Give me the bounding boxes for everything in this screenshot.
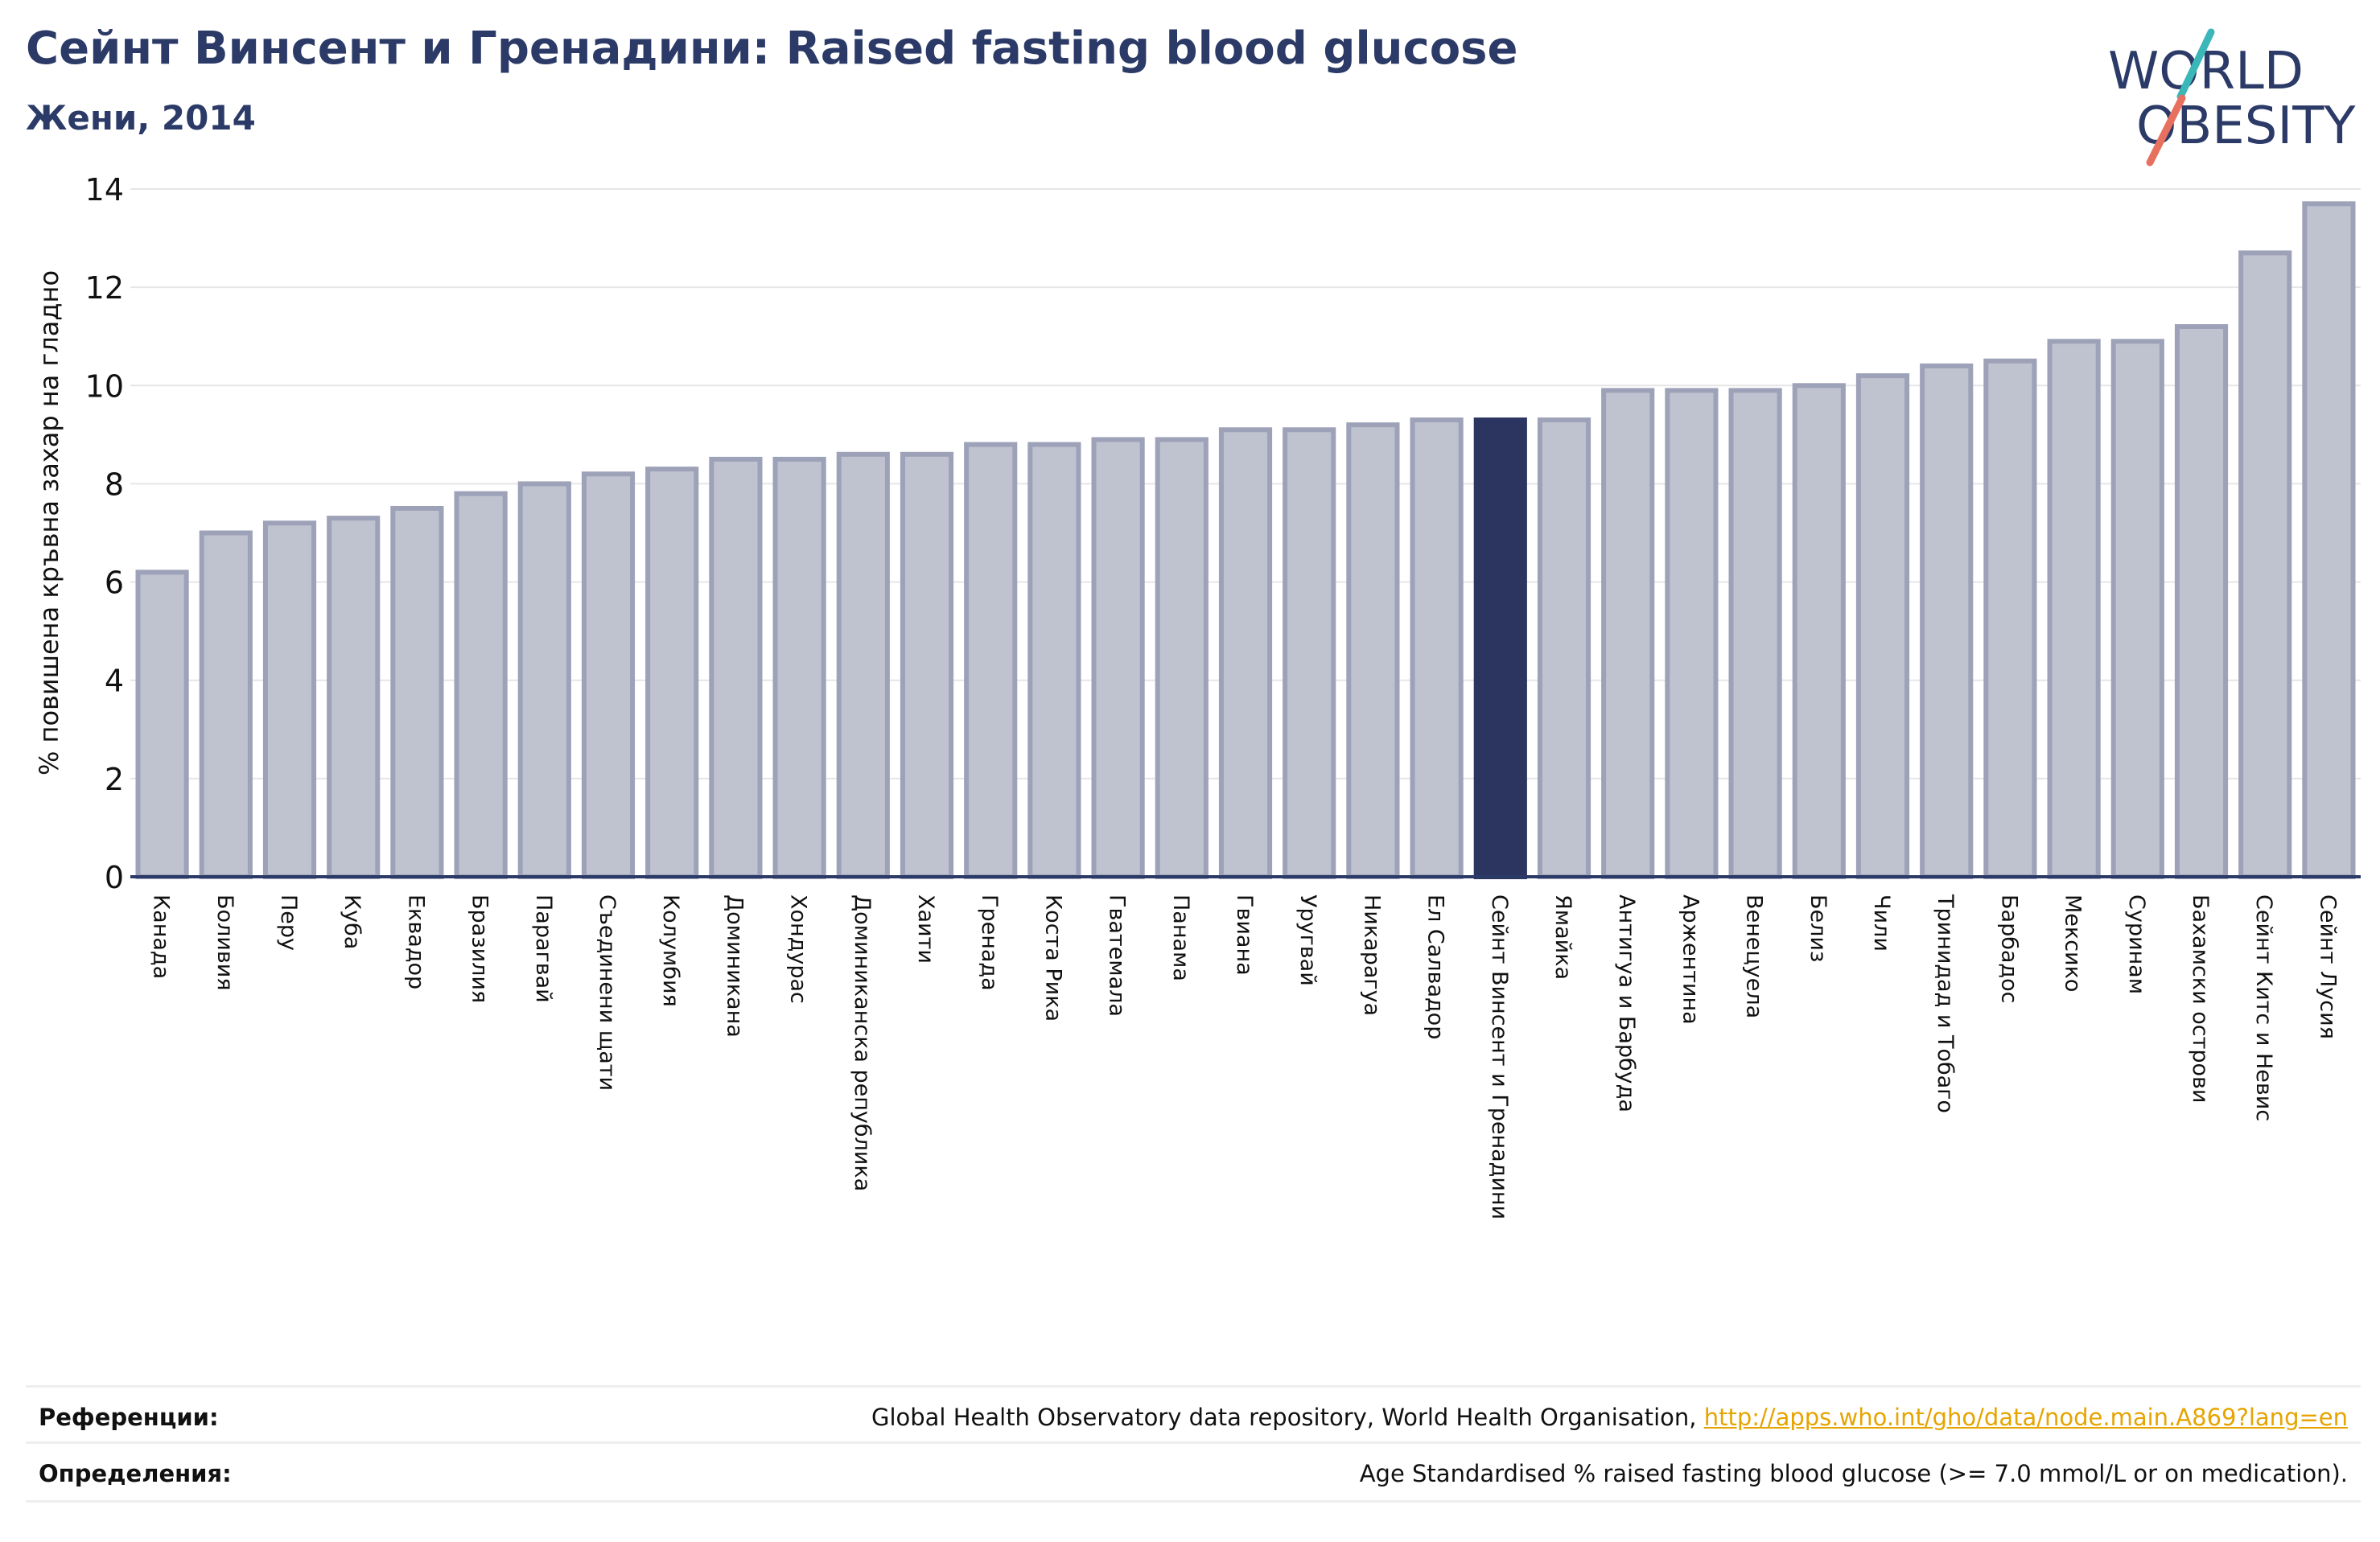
bar — [1155, 437, 1209, 879]
bar — [1410, 417, 1464, 879]
x-tick-label: Доминикана — [722, 894, 747, 1038]
bar-highlighted — [1473, 417, 1527, 879]
x-tick-label: Панама — [1168, 894, 1193, 981]
definitions-label: Определения: — [39, 1460, 232, 1487]
y-axis-label: % повишена кръвна захар на гладно — [34, 270, 64, 775]
bar — [709, 456, 763, 879]
x-tick-label: Гренада — [977, 894, 1002, 991]
bar — [1027, 442, 1081, 879]
bar — [581, 471, 636, 879]
x-tick-label: Сейнт Винсент и Гренадини — [1487, 894, 1512, 1219]
x-tick-label: Доминиканска република — [850, 894, 875, 1191]
y-tick-label: 14 — [85, 172, 124, 208]
bar — [772, 456, 826, 879]
y-tick-label: 0 — [105, 860, 124, 895]
logo-line-obesity: OBESITY — [2136, 97, 2356, 156]
chart-title: Сейнт Винсент и Гренадини: Raised fastin… — [26, 23, 1518, 75]
x-tick-label: Канада — [149, 894, 174, 979]
x-tick-label: Барбадос — [1996, 894, 2021, 1003]
x-tick-label: Коста Рика — [1040, 894, 1065, 1022]
bar — [2110, 339, 2164, 880]
x-tick-label: Чили — [1869, 894, 1894, 952]
x-tick-label: Сейнт Лусия — [2315, 894, 2340, 1039]
references-text: Global Health Observatory data repositor… — [871, 1404, 1704, 1431]
references-value: Global Health Observatory data repositor… — [871, 1404, 2348, 1431]
x-tick-label: Суринам — [2124, 894, 2149, 994]
bars — [135, 201, 2356, 880]
x-tick-label: Аржентина — [1678, 894, 1703, 1025]
x-tick-label: Перу — [276, 894, 301, 951]
x-tick-label: Венецуела — [1742, 894, 1767, 1018]
bar — [390, 505, 444, 879]
bar — [1792, 383, 1846, 879]
x-tick-label: Гватемала — [1105, 894, 1130, 1017]
x-tick-label: Ел Салвадор — [1423, 894, 1448, 1039]
definitions-text: Age Standardised % raised fasting blood … — [1359, 1460, 2348, 1487]
bar — [2047, 339, 2101, 880]
bar — [262, 520, 317, 879]
bar-chart: 0 2 4 6 8 10 12 14 Канада Боливия Перу Куба Еквадор… — [34, 172, 2361, 1219]
footer-definitions-row: Определения: Age Standardised % raised f… — [26, 1441, 2361, 1503]
x-tick-label: Сейнт Китс и Невис — [2251, 894, 2276, 1121]
x-tick-label: Ямайка — [1550, 894, 1575, 980]
x-tick-label: Еквадор — [403, 894, 428, 989]
references-label: Референции: — [39, 1404, 219, 1431]
bar — [964, 442, 1018, 879]
bar — [327, 516, 381, 880]
x-tick-label: Уругвай — [1295, 894, 1320, 986]
logo-slash-coral-icon — [2146, 94, 2186, 167]
bar — [135, 570, 189, 879]
bar — [1601, 388, 1655, 879]
bar — [2174, 324, 2229, 879]
bar — [199, 530, 253, 879]
bar — [1218, 427, 1273, 879]
bar — [1855, 373, 1910, 880]
x-tick-label: Съединени щати — [595, 894, 620, 1091]
bar — [900, 451, 954, 879]
x-tick-label: Антигуа и Барбуда — [1614, 894, 1639, 1112]
bar — [454, 491, 508, 880]
x-tick-label: Парагвай — [531, 894, 556, 1003]
bar — [1283, 427, 1336, 879]
y-tick-label: 4 — [105, 664, 124, 699]
x-tick-label: Белиз — [1806, 894, 1830, 962]
chart-subtitle: Жени, 2014 — [26, 98, 256, 138]
bar — [1920, 363, 1974, 880]
y-axis-ticks: 0 2 4 6 8 10 12 14 — [85, 172, 124, 895]
x-axis-labels: Канада Боливия Перу Куба Еквадор Бразилия Пара… — [149, 894, 2341, 1219]
bar — [1091, 437, 1145, 879]
bar — [517, 481, 571, 880]
y-tick-label: 6 — [105, 565, 124, 601]
bar — [2238, 250, 2292, 879]
x-tick-label: Колумбия — [658, 894, 683, 1007]
x-tick-label: Тринидад и Тобаго — [1933, 894, 1958, 1113]
references-link[interactable]: http://apps.who.int/gho/data/node.main.A… — [1703, 1404, 2348, 1431]
x-tick-label: Хаити — [913, 894, 938, 964]
bar — [836, 451, 890, 879]
x-tick-label: Мексико — [2061, 894, 2086, 992]
footer-references-row: Референции: Global Health Observatory da… — [26, 1385, 2361, 1444]
x-tick-label: Боливия — [212, 894, 237, 991]
x-tick-label: Никарагуа — [1359, 894, 1384, 1016]
bar — [1346, 422, 1400, 879]
y-tick-label: 10 — [85, 368, 124, 404]
bar — [1665, 388, 1719, 879]
world-obesity-logo: WORLD OBESITY — [2108, 28, 2356, 167]
y-tick-label: 2 — [105, 762, 124, 797]
bar — [1728, 388, 1782, 879]
x-tick-label: Бахамски острови — [2188, 894, 2213, 1103]
logo-line-world: WORLD — [2108, 42, 2304, 101]
bar — [2302, 201, 2356, 880]
bar — [1537, 417, 1591, 879]
y-tick-label: 12 — [85, 270, 124, 306]
bar — [645, 467, 699, 879]
logo-slash-teal-icon — [2176, 28, 2215, 101]
x-tick-label: Хондурас — [786, 894, 811, 1004]
x-tick-label: Гвиана — [1232, 894, 1257, 976]
y-tick-label: 8 — [105, 467, 124, 502]
x-tick-label: Куба — [340, 894, 364, 949]
x-tick-label: Бразилия — [467, 894, 492, 1003]
bar — [1983, 358, 2037, 879]
